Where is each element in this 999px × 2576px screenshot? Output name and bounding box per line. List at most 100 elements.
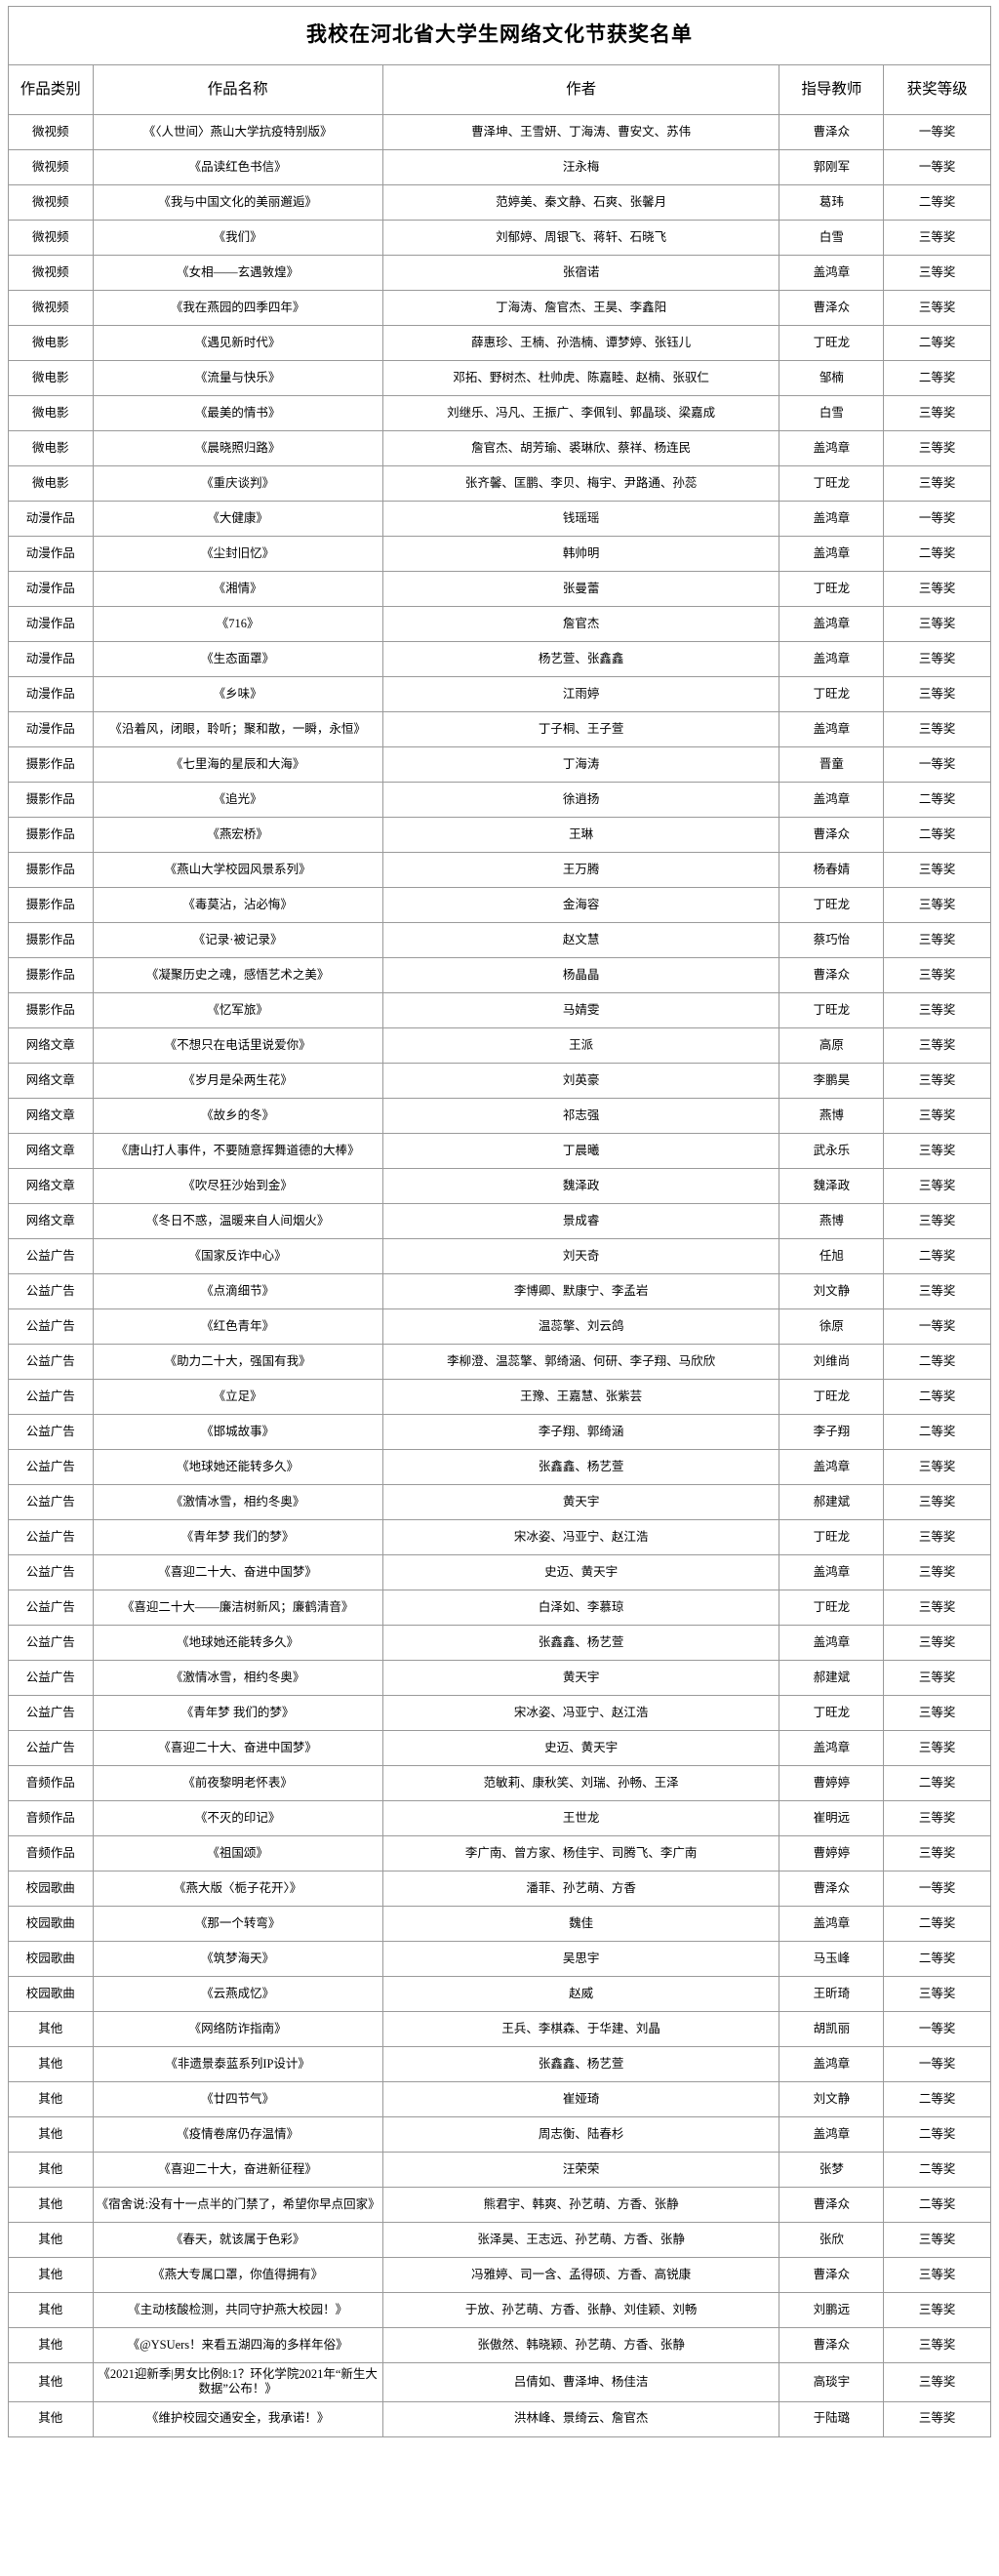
table-row: 其他 《喜迎二十大，奋进新征程》 汪荣荣 张梦 二等奖	[8, 2152, 991, 2188]
cell-authors: 李博卿、默康宁、李孟岩	[381, 1273, 780, 1309]
cell-advisor: 盖鸿章	[779, 711, 885, 747]
cell-work-title: 《燕大专属口罩，你值得拥有》	[92, 2257, 383, 2293]
cell-authors: 吴思宇	[381, 1941, 780, 1977]
table-row: 微视频 《我们》 刘郁婷、周银飞、蒋轩、石晓飞 白雪 三等奖	[8, 220, 991, 256]
cell-category: 音频作品	[8, 1765, 94, 1801]
cell-category: 摄影作品	[8, 957, 94, 993]
cell-award: 三等奖	[883, 465, 991, 502]
cell-award: 二等奖	[883, 536, 991, 572]
cell-category: 动漫作品	[8, 641, 94, 677]
cell-work-title: 《维护校园交通安全，我承诺！》	[92, 2400, 383, 2437]
cell-authors: 范婷美、秦文静、石爽、张馨月	[381, 184, 780, 221]
cell-work-title: 《吹尽狂沙始到金》	[92, 1168, 383, 1204]
title-row: 我校在河北省大学生网络文化节获奖名单	[8, 6, 991, 65]
cell-category: 网络文章	[8, 1027, 94, 1064]
cell-authors: 刘继乐、冯凡、王振广、李佩钊、郭晶琰、梁嘉成	[381, 395, 780, 431]
cell-category: 微视频	[8, 184, 94, 221]
cell-work-title: 《点滴细节》	[92, 1273, 383, 1309]
cell-authors: 王万腾	[381, 852, 780, 888]
cell-award: 三等奖	[883, 1554, 991, 1590]
cell-work-title: 《喜迎二十大、奋进中国梦》	[92, 1554, 383, 1590]
cell-authors: 吕倩如、曹泽坤、杨佳洁	[381, 2362, 780, 2402]
table-row: 网络文章 《冬日不惑，温暖来自人间烟火》 景成睿 燕博 三等奖	[8, 1203, 991, 1239]
cell-authors: 丁子桐、王子萱	[381, 711, 780, 747]
table-row: 动漫作品 《大健康》 钱瑶瑶 盖鸿章 一等奖	[8, 501, 991, 537]
cell-award: 三等奖	[883, 255, 991, 291]
cell-category: 微视频	[8, 290, 94, 326]
cell-work-title: 《主动核酸检测，共同守护燕大校园！》	[92, 2292, 383, 2328]
cell-authors: 周志衡、陆春杉	[381, 2116, 780, 2153]
cell-work-title: 《祖国颂》	[92, 1835, 383, 1872]
column-header-advisor: 指导教师	[779, 64, 885, 115]
cell-work-title: 《我在燕园的四季四年》	[92, 290, 383, 326]
cell-work-title: 《红色青年》	[92, 1308, 383, 1345]
table-row: 摄影作品 《毒莫沾，沾必悔》 金海容 丁旺龙 三等奖	[8, 887, 991, 923]
cell-category: 其他	[8, 2257, 94, 2293]
table-row: 微视频 《我在燕园的四季四年》 丁海涛、詹官杰、王昊、李鑫阳 曹泽众 三等奖	[8, 290, 991, 326]
table-row: 微视频 《品读红色书信》 汪永梅 郭刚军 一等奖	[8, 149, 991, 185]
cell-category: 动漫作品	[8, 676, 94, 712]
cell-work-title: 《沿着风，闭眼，聆听；聚和散，一瞬，永恒》	[92, 711, 383, 747]
cell-category: 音频作品	[8, 1800, 94, 1836]
cell-category: 公益广告	[8, 1695, 94, 1731]
cell-category: 微电影	[8, 430, 94, 466]
cell-category: 网络文章	[8, 1063, 94, 1099]
table-row: 网络文章 《故乡的冬》 祁志强 燕博 三等奖	[8, 1098, 991, 1134]
cell-award: 一等奖	[883, 149, 991, 185]
table-row: 动漫作品 《乡味》 江雨婷 丁旺龙 三等奖	[8, 676, 991, 712]
cell-category: 公益广告	[8, 1730, 94, 1766]
cell-category: 公益广告	[8, 1344, 94, 1380]
cell-authors: 丁海涛、詹官杰、王昊、李鑫阳	[381, 290, 780, 326]
cell-work-title: 《国家反诈中心》	[92, 1238, 383, 1274]
table-row: 公益广告 《邯城故事》 李子翔、郭绮涵 李子翔 二等奖	[8, 1414, 991, 1450]
table-row: 摄影作品 《燕山大学校园风景系列》 王万腾 杨春婧 三等奖	[8, 852, 991, 888]
cell-advisor: 丁旺龙	[779, 887, 885, 923]
cell-award: 三等奖	[883, 2362, 991, 2402]
cell-advisor: 刘文静	[779, 1273, 885, 1309]
cell-category: 微视频	[8, 114, 94, 150]
table-row: 其他 《宿舍说:没有十一点半的门禁了，希望你早点回家》 熊君宇、韩爽、孙艺萌、方香、…	[8, 2187, 991, 2223]
cell-advisor: 邹楠	[779, 360, 885, 396]
cell-advisor: 燕博	[779, 1203, 885, 1239]
cell-award: 二等奖	[883, 1379, 991, 1415]
cell-work-title: 《燕山大学校园风景系列》	[92, 852, 383, 888]
cell-award: 二等奖	[883, 817, 991, 853]
column-header-authors: 作者	[381, 64, 780, 115]
column-header-category: 作品类别	[8, 64, 94, 115]
page-title: 我校在河北省大学生网络文化节获奖名单	[8, 6, 991, 65]
cell-work-title: 《遇见新时代》	[92, 325, 383, 361]
cell-award: 三等奖	[883, 1835, 991, 1872]
cell-advisor: 魏泽政	[779, 1168, 885, 1204]
cell-authors: 赵威	[381, 1976, 780, 2012]
cell-award: 二等奖	[883, 184, 991, 221]
cell-advisor: 白雪	[779, 395, 885, 431]
table-row: 公益广告 《喜迎二十大、奋进中国梦》 史迈、黄天宇 盖鸿章 三等奖	[8, 1730, 991, 1766]
cell-advisor: 盖鸿章	[779, 1625, 885, 1661]
cell-advisor: 盖鸿章	[779, 501, 885, 537]
cell-award: 三等奖	[883, 1976, 991, 2012]
table-row: 公益广告 《立足》 王豫、王嘉慧、张紫芸 丁旺龙 二等奖	[8, 1379, 991, 1415]
cell-award: 一等奖	[883, 2011, 991, 2047]
cell-work-title: 《唐山打人事件，不要随意挥舞道德的大棒》	[92, 1133, 383, 1169]
cell-award: 三等奖	[883, 852, 991, 888]
cell-authors: 史迈、黄天宇	[381, 1554, 780, 1590]
cell-category: 网络文章	[8, 1098, 94, 1134]
cell-category: 摄影作品	[8, 922, 94, 958]
cell-category: 公益广告	[8, 1484, 94, 1520]
cell-award: 三等奖	[883, 641, 991, 677]
cell-category: 公益广告	[8, 1519, 94, 1555]
cell-award: 三等奖	[883, 1203, 991, 1239]
cell-advisor: 白雪	[779, 220, 885, 256]
table-row: 微电影 《最美的情书》 刘继乐、冯凡、王振广、李佩钊、郭晶琰、梁嘉成 白雪 三等奖	[8, 395, 991, 431]
cell-advisor: 盖鸿章	[779, 1730, 885, 1766]
cell-advisor: 马玉峰	[779, 1941, 885, 1977]
cell-work-title: 《不灭的印记》	[92, 1800, 383, 1836]
cell-advisor: 张梦	[779, 2152, 885, 2188]
table-row: 摄影作品 《七里海的星辰和大海》 丁海涛 晋童 一等奖	[8, 746, 991, 783]
cell-award: 二等奖	[883, 782, 991, 818]
table-row: 摄影作品 《记录·被记录》 赵文慧 蔡巧怡 三等奖	[8, 922, 991, 958]
table-row: 公益广告 《助力二十大，强国有我》 李柳澄、温蕊擎、郭绮涵、何研、李子翔、马欣欣 刘维…	[8, 1344, 991, 1380]
table-row: 其他 《网络防诈指南》 王兵、李棋森、于华建、刘晶 胡凯丽 一等奖	[8, 2011, 991, 2047]
table-row: 微电影 《重庆谈判》 张齐馨、匡鹏、李贝、梅宇、尹路通、孙蕊 丁旺龙 三等奖	[8, 465, 991, 502]
cell-work-title: 《岁月是朵两生花》	[92, 1063, 383, 1099]
